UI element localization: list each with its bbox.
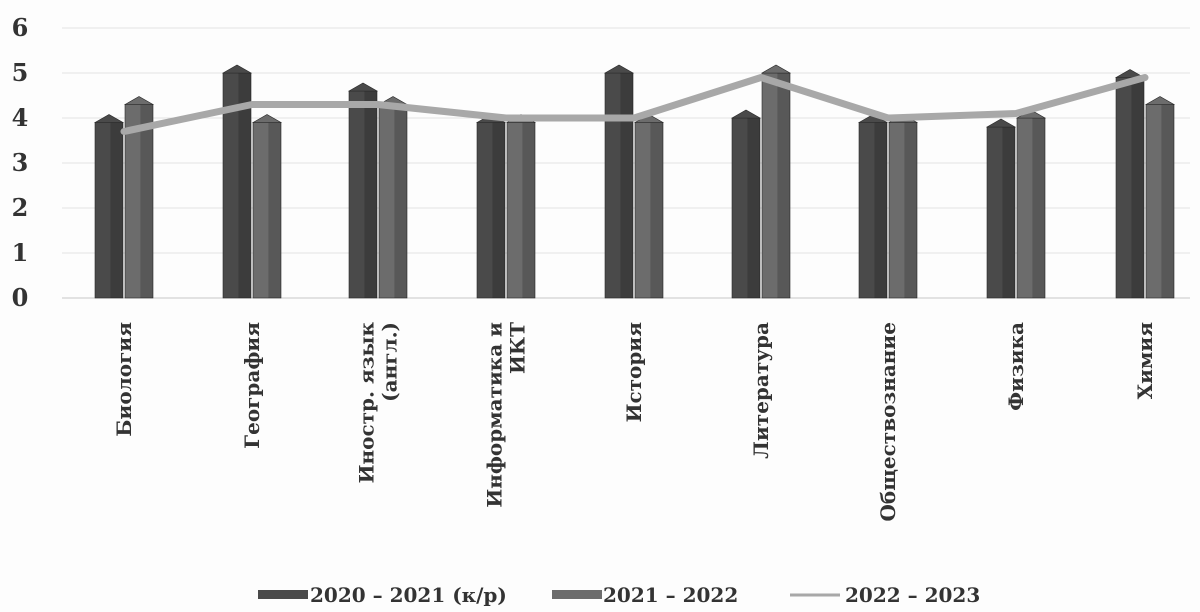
category-label-2: География [240, 322, 264, 449]
category-label-1: Биология [112, 322, 136, 437]
line-point-4 [503, 115, 509, 121]
legend-label-1: 2020 – 2021 (к/р) [310, 583, 507, 607]
category-label-3-line-2: (англ.) [378, 322, 402, 402]
category-labels: Биология География Иностр. язык (англ.) Инфо… [112, 321, 1157, 521]
line-point-5 [631, 115, 637, 121]
line-point-2 [249, 102, 255, 107]
category-label-4-line-2: ИКТ [506, 322, 530, 374]
bar-1-3 [347, 82, 379, 299]
y-tick-label-1: 1 [12, 238, 29, 267]
line-point-8 [1013, 111, 1019, 116]
bar-1-1 [93, 114, 125, 299]
legend-label-2: 2021 – 2022 [603, 583, 738, 607]
bars [93, 64, 1176, 299]
y-tick-label-4: 4 [12, 103, 29, 132]
y-tick-label-5: 5 [12, 58, 29, 87]
legend-item-2: 2021 – 2022 [552, 583, 738, 607]
bar-2-6 [760, 64, 792, 299]
bar-2-3 [377, 96, 409, 299]
y-tick-label-3: 3 [12, 148, 29, 177]
bar-2-4 [505, 114, 537, 299]
bar-1-7 [857, 114, 889, 299]
bar-2-7 [887, 114, 919, 299]
legend-swatch-1 [258, 590, 308, 599]
y-axis-tick-labels: 0 1 2 3 4 5 6 [12, 13, 29, 312]
line-point-1 [121, 129, 127, 134]
legend-item-3: 2022 – 2023 [790, 583, 980, 607]
bar-2-2 [251, 114, 283, 299]
line-point-6 [758, 75, 764, 80]
bar-1-4 [475, 114, 507, 299]
legend: 2020 – 2021 (к/р) 2021 – 2022 2022 – 2023 [258, 583, 980, 607]
line-point-9 [1142, 75, 1148, 80]
line-point-3 [375, 102, 381, 107]
y-tick-label-2: 2 [12, 193, 29, 222]
legend-label-3: 2022 – 2023 [845, 583, 980, 607]
line-point-7 [885, 115, 891, 121]
legend-swatch-2 [552, 590, 602, 599]
category-label-7: Обществознание [876, 322, 900, 522]
bar-1-6 [730, 109, 762, 299]
bar-1-8 [985, 118, 1017, 299]
trend-line [120, 74, 1149, 135]
y-tick-label-0: 0 [12, 283, 29, 312]
bar-2-1 [123, 96, 155, 299]
bar-1-2 [221, 64, 253, 299]
legend-item-1: 2020 – 2021 (к/р) [258, 583, 507, 607]
category-label-9: Химия [1133, 322, 1157, 400]
category-label-6: Литература [749, 322, 773, 459]
bar-2-9 [1144, 96, 1176, 299]
y-tick-label-6: 6 [12, 13, 29, 42]
bar-1-9 [1114, 69, 1146, 299]
category-label-3-line-1: Иностр. язык [355, 321, 379, 483]
category-label-8: Физика [1004, 322, 1028, 411]
category-label-5: История [622, 322, 646, 423]
bar-1-5 [603, 64, 635, 299]
category-label-4-line-1: Информатика и [483, 322, 507, 508]
bar-2-8 [1015, 109, 1047, 299]
bar-2-5 [633, 114, 665, 299]
